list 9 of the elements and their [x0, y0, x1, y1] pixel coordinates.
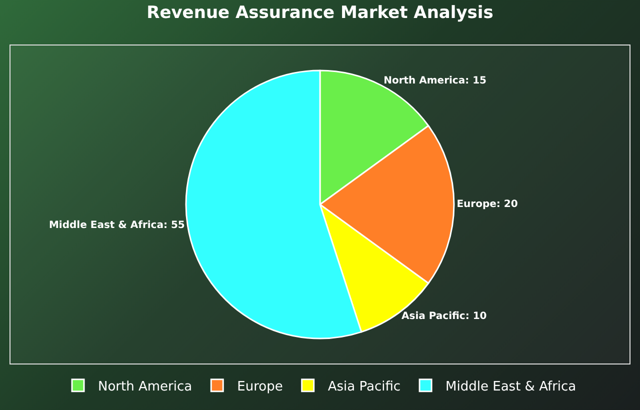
data-label: Asia Pacific: 10: [402, 310, 487, 322]
legend-label: Middle East & Africa: [446, 379, 576, 394]
data-label: Middle East & Africa: 55: [48, 220, 185, 232]
data-label: Europe: 20: [456, 199, 518, 210]
legend-label: Asia Pacific: [328, 379, 401, 394]
legend-label: Europe: [237, 379, 283, 394]
chart-title: Revenue Assurance Market Analysis: [146, 3, 494, 24]
legend-label: North America: [98, 379, 192, 394]
data-label: North America: 15: [384, 75, 487, 86]
